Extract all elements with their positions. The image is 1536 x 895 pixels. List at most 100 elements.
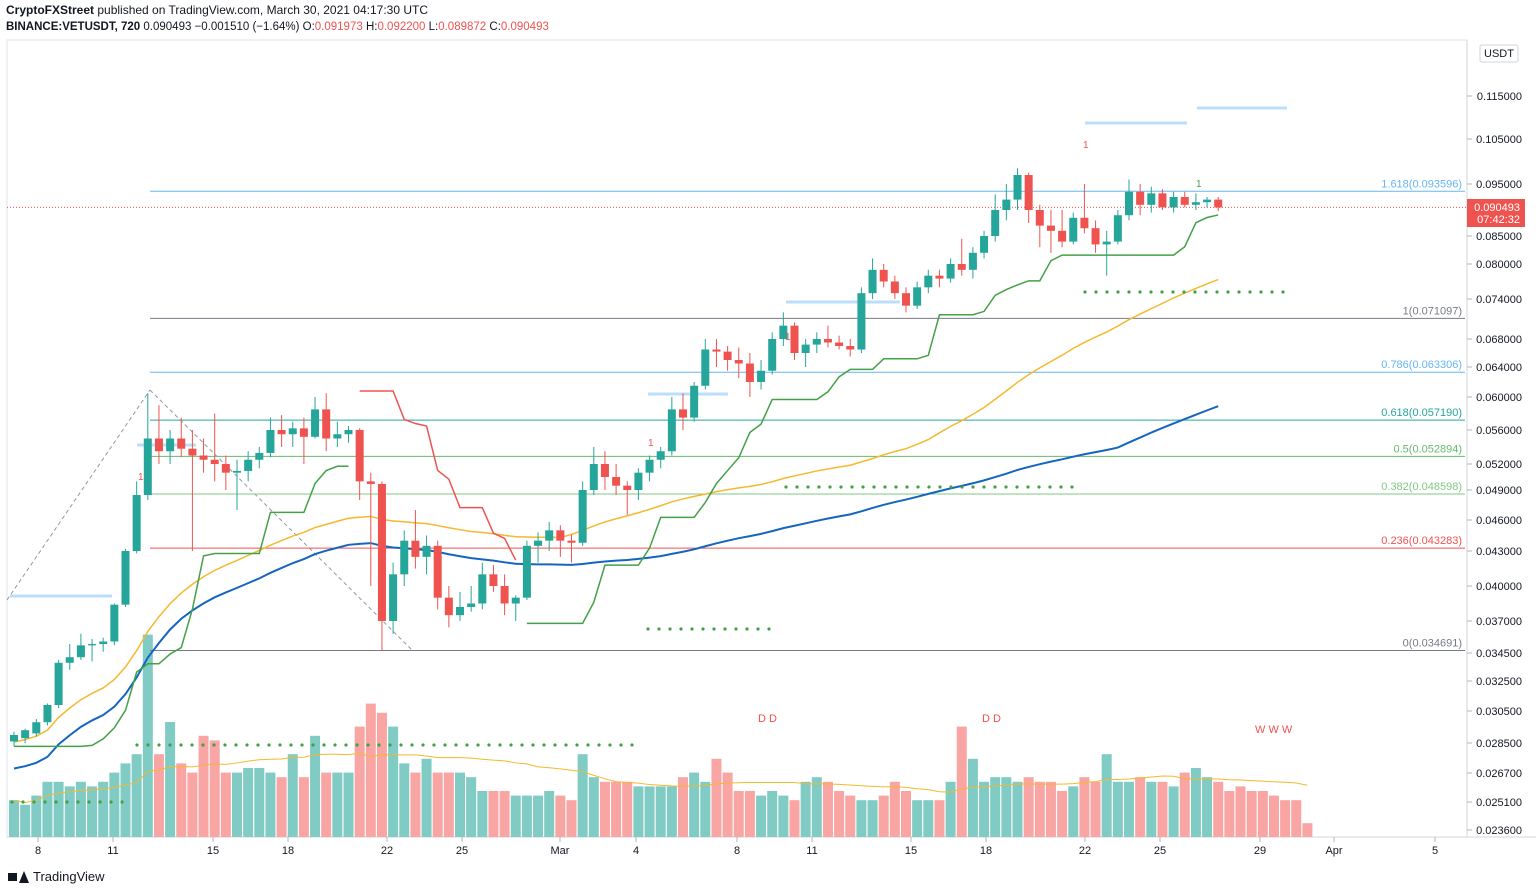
support-dot xyxy=(531,743,535,747)
symbol-line: BINANCE:VETUSDT, 720 0.090493 −0.001510 … xyxy=(6,19,549,36)
price-tick-label: 0.068000 xyxy=(1476,334,1522,346)
volume-bar xyxy=(945,781,956,837)
support-dot xyxy=(65,800,69,804)
indicators xyxy=(10,214,1285,804)
candle-body xyxy=(333,434,342,439)
volume-bar xyxy=(410,772,421,837)
volume-bar xyxy=(432,772,443,837)
candle-body xyxy=(1214,199,1223,208)
time-tick-label: Apr xyxy=(1325,845,1342,857)
candle-body xyxy=(790,325,799,353)
moving-average-100 xyxy=(13,405,1219,770)
moving-average-50 xyxy=(13,278,1219,743)
volume-bar xyxy=(421,758,432,837)
volume-bar xyxy=(666,786,677,837)
candle-body xyxy=(801,344,810,353)
support-dot xyxy=(1138,290,1142,294)
support-dot xyxy=(734,627,738,631)
marker-one: 1 xyxy=(1196,179,1202,190)
volume-bar xyxy=(789,800,800,837)
time-tick-label: 8 xyxy=(734,845,740,857)
support-dot xyxy=(454,743,458,747)
volume-bar xyxy=(243,768,254,837)
support-dot xyxy=(289,743,293,747)
support-dot xyxy=(1237,290,1241,294)
support-dot xyxy=(553,743,557,747)
candle-body xyxy=(99,641,108,645)
candle-body xyxy=(277,430,286,435)
volume-bar xyxy=(265,772,276,837)
price-tick-label: 0.025100 xyxy=(1476,797,1522,809)
publisher-name[interactable]: CryptoFXStreet xyxy=(6,3,95,17)
support-dot xyxy=(509,743,513,747)
time-tick-label: Mar xyxy=(551,845,570,857)
volume-bar xyxy=(477,791,488,837)
candle-body xyxy=(299,428,308,437)
support-dot xyxy=(179,743,183,747)
support-dot xyxy=(1059,485,1063,489)
time-axis[interactable]: 8 11 15 18 22 25 Mar 4 8 11 15 18 22 25 29 Apr 5 xyxy=(35,837,1438,857)
volume-bar xyxy=(901,791,911,837)
volume-bar xyxy=(1045,781,1056,837)
volume-bar xyxy=(42,781,53,837)
volume-bar xyxy=(1280,800,1291,837)
support-dot xyxy=(1149,290,1153,294)
volume-bar xyxy=(1090,781,1101,837)
support-dot xyxy=(971,485,975,489)
volume-bar xyxy=(822,781,833,837)
chart-header: CryptoFXStreet published on TradingView.… xyxy=(6,2,549,36)
high-label: H: xyxy=(365,21,378,33)
price-tick-label: 0.028500 xyxy=(1476,738,1522,750)
support-dot xyxy=(300,743,304,747)
signal-markers: 1 1 1 1 1 D D D D W W W xyxy=(138,140,1293,736)
candle-body xyxy=(522,545,531,598)
support-dot xyxy=(98,800,102,804)
volume-bar xyxy=(990,777,1001,837)
marker-one: 1 xyxy=(1083,140,1089,151)
volume-bar xyxy=(298,777,309,837)
fib-level-label: 1(0.071097) xyxy=(1403,305,1462,317)
candle-body xyxy=(21,730,30,739)
fib-level-label: 0.618(0.057190) xyxy=(1381,407,1462,419)
candle-body xyxy=(634,472,643,490)
time-tick-label: 25 xyxy=(456,845,468,857)
candle-body xyxy=(879,269,888,282)
footer-brand[interactable]: TradingView xyxy=(8,869,105,884)
support-dot xyxy=(850,485,854,489)
time-tick-label: 22 xyxy=(381,845,393,857)
price-axis[interactable]: 0.115000 0.105000 0.095000 0.085000 0.080000… xyxy=(1467,91,1522,837)
volume-bar xyxy=(544,791,555,837)
candle-body xyxy=(422,545,431,557)
support-dot xyxy=(1215,290,1219,294)
volume-bar xyxy=(75,781,86,837)
volume-bar xyxy=(120,763,131,837)
volume-bar xyxy=(689,772,700,837)
candle-body xyxy=(456,607,464,616)
candle-body xyxy=(645,459,654,473)
volume-bar xyxy=(1202,777,1213,837)
support-dot xyxy=(745,627,749,631)
support-dot xyxy=(679,627,683,631)
volume-bar xyxy=(31,795,42,837)
volume-bar xyxy=(254,768,265,837)
currency-badge[interactable]: USDT xyxy=(1479,44,1519,63)
candle-body xyxy=(589,464,598,490)
time-tick-label: 15 xyxy=(905,845,917,857)
candle-body xyxy=(1125,191,1133,216)
candle-body xyxy=(54,662,63,705)
support-dot xyxy=(723,627,727,631)
candle-body xyxy=(745,363,754,382)
price-tick-label: 0.034500 xyxy=(1476,648,1522,660)
volume-bar xyxy=(310,735,321,837)
candle-body xyxy=(913,287,922,306)
candle-body xyxy=(500,586,509,604)
volume-bar xyxy=(800,781,811,837)
last-price: 0.090493 xyxy=(143,21,192,33)
support-dot xyxy=(646,627,650,631)
support-dot xyxy=(960,485,964,489)
volume-bar xyxy=(655,786,666,837)
time-tick-label: 25 xyxy=(1154,845,1166,857)
candle-body xyxy=(957,264,966,270)
price-tick-label: 0.037000 xyxy=(1476,616,1522,628)
